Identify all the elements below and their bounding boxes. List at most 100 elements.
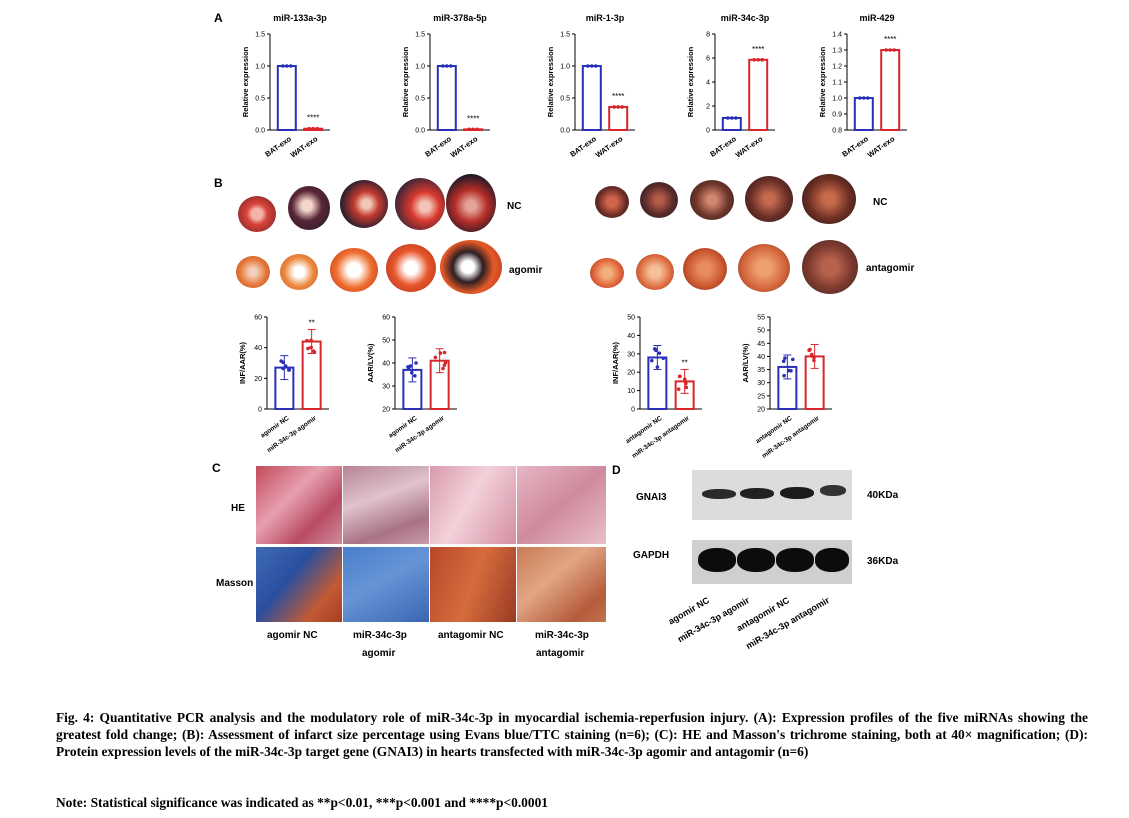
x-tick-label: WAT-exo	[734, 134, 765, 159]
y-axis-label: Relative expression	[401, 46, 410, 117]
significance-label: **	[309, 319, 315, 328]
he-image	[517, 466, 606, 544]
chart-antagomir-aar-lv: 20 25 30 35 40 45 50 55 AAR/LV(%) antagomir NC miR…	[735, 295, 860, 460]
masson-image	[430, 547, 516, 622]
heart-slice	[395, 178, 445, 230]
lane-label: miR-34c-3p agomir	[676, 595, 752, 644]
histology-row-masson: Masson	[216, 578, 254, 589]
data-point	[279, 359, 283, 363]
data-point	[590, 64, 594, 68]
blot-band	[815, 548, 849, 572]
row-label-nc-antagomir: NC	[873, 197, 888, 208]
chart-title: miR-133a-3p	[273, 13, 327, 23]
data-point	[586, 64, 590, 68]
y-tick-label: 0	[631, 407, 635, 414]
y-tick-label: 1.0	[255, 64, 265, 71]
y-tick-label: 1.1	[832, 80, 842, 87]
bar	[880, 49, 901, 131]
blot-size-40: 40KDa	[867, 490, 899, 501]
data-point	[306, 346, 310, 351]
y-tick-label: 0.5	[255, 96, 265, 103]
heart-slice	[636, 254, 674, 290]
y-tick-label: 25	[757, 393, 765, 400]
y-tick-label: 40	[254, 345, 262, 352]
bar	[581, 65, 602, 131]
y-tick-label: 1.2	[832, 64, 842, 71]
bar	[276, 65, 297, 131]
data-point	[657, 351, 662, 355]
panel-a-letter: A	[214, 11, 223, 25]
y-axis-label: AAR/LV(%)	[366, 343, 375, 383]
panel-d-letter: D	[612, 463, 621, 477]
blot-lane-labels: agomir NC miR-34c-3p agomir antagomir NC…	[667, 595, 832, 651]
chart-agomir-aar-lv: 20 30 40 50 60 AAR/LV(%) agomir NC miR-34c-3p a…	[360, 295, 485, 455]
histology-col-antagomir-nc: antagomir NC	[438, 630, 504, 641]
histology-col-mir-antagomir-2: antagomir	[536, 648, 585, 659]
y-tick-label: 20	[254, 376, 262, 383]
chart-title: miR-378a-5p	[433, 13, 487, 23]
chart-mir-429: miR-429 0.8 0.9 1.0 1.1 1.2 1.3 1.4 Relative exp…	[812, 12, 937, 177]
y-tick-label: 1.0	[560, 64, 570, 71]
histology-col-mir-antagomir-1: miR-34c-3p	[535, 630, 589, 641]
data-point	[285, 64, 289, 68]
blot-band	[776, 548, 814, 572]
y-tick-label: 0.9	[832, 112, 842, 119]
data-point	[730, 116, 734, 120]
chart-title: miR-429	[859, 13, 894, 23]
y-tick-label: 40	[627, 333, 635, 340]
data-point	[649, 358, 654, 363]
chart-mir-378a-5p: miR-378a-5p 0.0 0.5 1.0 1.5 Relative expressi…	[395, 12, 520, 177]
data-point	[661, 356, 666, 361]
he-image	[256, 466, 342, 544]
heart-slice	[280, 254, 318, 290]
heart-slice	[340, 180, 388, 228]
y-tick-label: 20	[627, 370, 635, 377]
chart-mir-133a-3p: miR-133a-3p 0.0 0.5 1.0 1.5 Relative expressi…	[235, 12, 360, 177]
y-tick-label: 0	[706, 128, 710, 135]
y-axis-label: Relative expression	[546, 46, 555, 117]
y-axis-label: Relative expression	[818, 46, 827, 117]
data-point	[858, 96, 862, 100]
heart-slice	[238, 196, 276, 232]
data-point	[315, 126, 319, 131]
blot-gapdh	[692, 540, 852, 584]
y-tick-label: 30	[757, 380, 765, 387]
data-point	[441, 366, 445, 371]
y-axis-label: Relative expression	[241, 46, 250, 117]
x-tick-label: BAT-exo	[263, 134, 293, 159]
bar	[721, 117, 742, 131]
chart-title: miR-1-3p	[586, 13, 625, 23]
y-tick-label: 6	[706, 56, 710, 63]
y-tick-label: 1.5	[560, 32, 570, 39]
y-tick-label: 40	[757, 354, 765, 361]
bar	[853, 97, 874, 131]
blot-label-gapdh: GAPDH	[633, 550, 670, 561]
y-tick-label: 0.5	[415, 96, 425, 103]
y-axis-label: INF/AAR(%)	[238, 341, 247, 384]
he-image	[430, 466, 516, 544]
data-point	[752, 58, 756, 62]
data-point	[309, 338, 313, 343]
heart-slice	[330, 248, 378, 292]
blot-band	[702, 489, 736, 499]
panel-b-letter: B	[214, 176, 223, 190]
panel-c-letter: C	[212, 461, 221, 475]
heart-slice	[640, 182, 678, 218]
data-point	[884, 48, 888, 52]
y-tick-label: 1.5	[255, 32, 265, 39]
blot-band	[780, 487, 814, 499]
data-point	[413, 374, 417, 378]
data-point	[620, 105, 624, 109]
data-point	[311, 349, 316, 353]
x-tick-label: WAT-exo	[289, 134, 320, 159]
x-tick-label: BAT-exo	[423, 134, 453, 159]
y-tick-label: 50	[382, 338, 390, 345]
blot-band	[740, 488, 774, 499]
x-tick-label: WAT-exo	[449, 134, 480, 159]
blot-band	[820, 485, 846, 496]
significance-label: ****	[752, 45, 764, 54]
y-tick-label: 30	[627, 351, 635, 358]
row-label-antagomir: antagomir	[866, 263, 915, 274]
y-tick-label: 60	[382, 315, 390, 322]
figure-note: Note: Statistical significance was indic…	[56, 795, 548, 810]
